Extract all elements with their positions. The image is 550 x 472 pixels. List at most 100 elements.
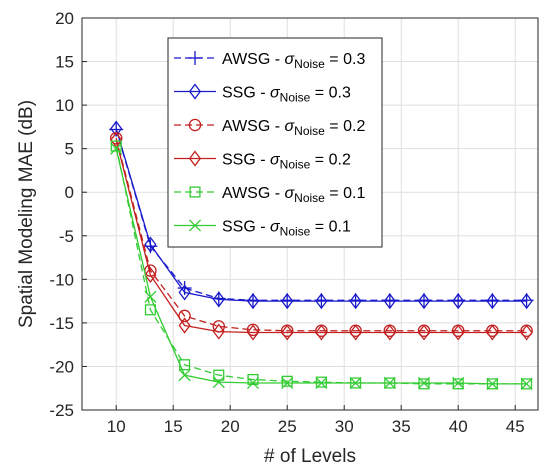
x-axis-title: # of Levels xyxy=(264,446,356,467)
series-4 xyxy=(110,131,533,341)
data-point xyxy=(315,293,328,310)
data-point xyxy=(349,324,362,341)
legend-label-prefix: AWSG - xyxy=(222,185,285,202)
series-line xyxy=(115,138,527,332)
data-point xyxy=(486,293,499,310)
legend-marker xyxy=(189,186,201,198)
data-point xyxy=(520,324,533,341)
data-point xyxy=(349,293,362,310)
y-axis-title: Spatial Modeling MAE (dB) xyxy=(16,100,37,328)
legend-marker xyxy=(188,150,202,167)
legend-label-suffix: = 0.1 xyxy=(325,185,366,202)
data-point xyxy=(383,324,396,341)
data-point xyxy=(418,378,430,390)
legend-label-prefix: SSG - xyxy=(222,85,270,102)
data-point xyxy=(213,369,225,381)
legend-label: SSG - σNoise = 0.3 xyxy=(222,85,351,105)
legend-label-subscript: Noise xyxy=(294,57,325,71)
data-point xyxy=(281,376,294,390)
data-point xyxy=(178,309,191,323)
legend-item: AWSG - σNoise = 0.2 xyxy=(174,118,365,138)
data-point xyxy=(417,293,431,310)
axis-ticks: 10 15 20 25 30 35 40 45 20 15 10 5 0 -5 -10 -15 -20 -25 xyxy=(49,9,524,436)
legend-label-suffix: = 0.2 xyxy=(325,118,366,135)
legend-label-prefix: AWSG - xyxy=(222,118,285,135)
legend-item: SSG - σNoise = 0.3 xyxy=(174,83,351,105)
data-point xyxy=(178,284,191,301)
data-point xyxy=(281,324,294,341)
y-tick-label: -25 xyxy=(49,401,74,420)
legend-item: SSG - σNoise = 0.1 xyxy=(174,219,351,239)
data-point xyxy=(383,293,396,310)
data-point xyxy=(383,376,396,390)
legend-label-symbol: σ xyxy=(270,219,281,236)
y-tick-label: 10 xyxy=(55,96,74,115)
data-point xyxy=(212,376,225,389)
x-tick-label: 15 xyxy=(164,417,183,436)
legend-label-subscript: Noise xyxy=(280,91,311,105)
data-point xyxy=(246,376,260,390)
legend-label: SSG - σNoise = 0.1 xyxy=(222,219,351,239)
data-point xyxy=(315,324,328,341)
legend-label-subscript: Noise xyxy=(280,158,311,172)
data-point xyxy=(452,293,465,310)
y-tick-label: -10 xyxy=(49,270,74,289)
data-point xyxy=(281,293,294,310)
legend-label-prefix: AWSG - xyxy=(222,51,285,68)
series-layer xyxy=(109,120,534,390)
series-6 xyxy=(110,142,533,390)
legend-label-prefix: SSG - xyxy=(222,219,270,236)
legend-label: SSG - σNoise = 0.2 xyxy=(222,152,351,172)
legend-item: AWSG - σNoise = 0.3 xyxy=(174,51,365,71)
legend-label-subscript: Noise xyxy=(294,191,325,205)
y-tick-label: -5 xyxy=(59,227,74,246)
legend-label-prefix: SSG - xyxy=(222,152,270,169)
legend-label-suffix: = 0.1 xyxy=(310,219,351,236)
legend-label-suffix: = 0.2 xyxy=(310,152,351,169)
y-tick-label: 5 xyxy=(65,140,74,159)
data-point xyxy=(144,266,157,284)
data-point xyxy=(452,376,465,390)
legend-marker xyxy=(188,118,202,132)
legend-label-symbol: σ xyxy=(270,85,281,102)
legend-label: AWSG - σNoise = 0.1 xyxy=(222,185,365,205)
data-point xyxy=(315,376,328,390)
x-tick-label: 10 xyxy=(107,417,126,436)
data-point xyxy=(212,291,225,308)
data-point xyxy=(246,324,260,341)
data-point xyxy=(178,317,191,334)
y-tick-label: -20 xyxy=(49,357,74,376)
x-tick-label: 30 xyxy=(335,417,354,436)
x-tick-label: 35 xyxy=(392,417,411,436)
data-point xyxy=(144,290,157,303)
legend-label: AWSG - σNoise = 0.2 xyxy=(222,118,365,138)
data-point xyxy=(110,120,123,137)
data-point xyxy=(144,304,156,316)
y-tick-label: 0 xyxy=(65,183,74,202)
data-point xyxy=(349,376,362,390)
legend-item: AWSG - σNoise = 0.1 xyxy=(174,185,365,205)
x-tick-label: 25 xyxy=(278,417,297,436)
data-point xyxy=(417,324,431,341)
legend-label-suffix: = 0.3 xyxy=(310,85,351,102)
y-tick-label: -15 xyxy=(49,314,74,333)
data-point xyxy=(281,375,293,387)
data-point xyxy=(452,378,464,390)
legend-marker xyxy=(188,51,202,65)
data-point xyxy=(144,236,157,253)
legend-label-symbol: σ xyxy=(285,185,296,202)
data-point xyxy=(110,142,123,155)
series-2 xyxy=(110,120,533,310)
legend-label-symbol: σ xyxy=(270,152,281,169)
data-point xyxy=(520,293,533,310)
plot-area-frame xyxy=(81,17,539,411)
series-line xyxy=(115,139,527,334)
legend-label-subscript: Noise xyxy=(294,124,325,138)
legend-label-suffix: = 0.3 xyxy=(325,51,366,68)
series-line xyxy=(115,128,527,302)
data-point xyxy=(486,377,499,390)
data-point xyxy=(246,293,260,310)
x-tick-label: 40 xyxy=(449,417,468,436)
legend-box xyxy=(167,37,383,248)
